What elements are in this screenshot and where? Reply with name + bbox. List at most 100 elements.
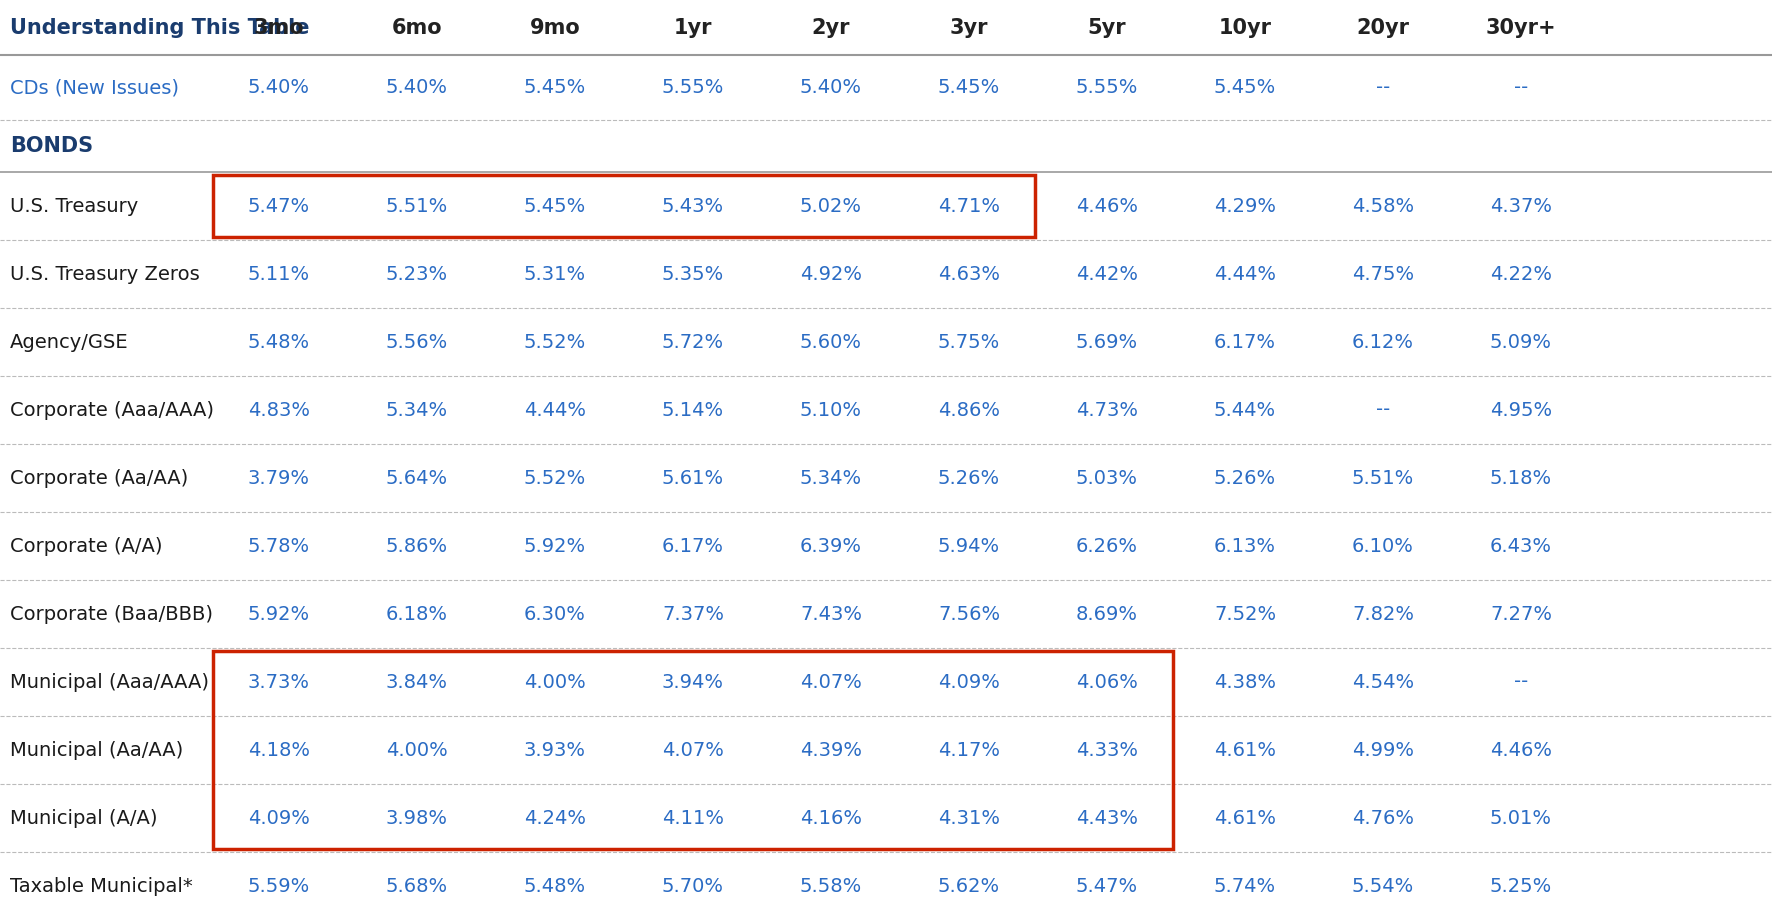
- Text: 4.07%: 4.07%: [663, 740, 725, 759]
- Text: 5.68%: 5.68%: [386, 877, 448, 896]
- Text: 4.22%: 4.22%: [1490, 265, 1552, 283]
- Text: 5.75%: 5.75%: [937, 333, 999, 352]
- Text: 3.79%: 3.79%: [248, 468, 310, 487]
- Text: 5.01%: 5.01%: [1490, 809, 1552, 827]
- Text: 5.09%: 5.09%: [1490, 333, 1552, 352]
- Text: 5.44%: 5.44%: [1214, 400, 1276, 420]
- Text: 5.23%: 5.23%: [386, 265, 448, 283]
- Text: --: --: [1375, 400, 1389, 420]
- Text: 4.17%: 4.17%: [937, 740, 999, 759]
- Text: 5.35%: 5.35%: [663, 265, 725, 283]
- Text: 3.73%: 3.73%: [248, 672, 310, 692]
- Text: 4.00%: 4.00%: [525, 672, 587, 692]
- Text: 6.17%: 6.17%: [1214, 333, 1276, 352]
- Text: 5.11%: 5.11%: [248, 265, 310, 283]
- Text: 4.39%: 4.39%: [799, 740, 861, 759]
- Text: 4.07%: 4.07%: [801, 672, 861, 692]
- Text: 4.38%: 4.38%: [1214, 672, 1276, 692]
- Text: 5.69%: 5.69%: [1076, 333, 1138, 352]
- Text: 6.30%: 6.30%: [525, 605, 587, 624]
- Text: Corporate (A/A): Corporate (A/A): [11, 537, 163, 555]
- Text: 4.58%: 4.58%: [1352, 197, 1414, 215]
- Text: BONDS: BONDS: [11, 136, 94, 156]
- Text: 4.46%: 4.46%: [1490, 740, 1552, 759]
- Text: 10yr: 10yr: [1219, 17, 1272, 38]
- Text: Agency/GSE: Agency/GSE: [11, 333, 129, 352]
- Text: 5.40%: 5.40%: [386, 78, 448, 97]
- Text: 8.69%: 8.69%: [1076, 605, 1138, 624]
- Text: 6.12%: 6.12%: [1352, 333, 1414, 352]
- Text: 5.31%: 5.31%: [525, 265, 587, 283]
- Text: 5.56%: 5.56%: [386, 333, 448, 352]
- Text: 7.52%: 7.52%: [1214, 605, 1276, 624]
- Text: 5.51%: 5.51%: [1352, 468, 1414, 487]
- Text: 3.93%: 3.93%: [525, 740, 587, 759]
- Text: 4.95%: 4.95%: [1490, 400, 1552, 420]
- Bar: [213, 651, 1173, 849]
- Text: 4.73%: 4.73%: [1076, 400, 1138, 420]
- Text: --: --: [1513, 78, 1527, 97]
- Text: 4.24%: 4.24%: [525, 809, 587, 827]
- Text: 4.31%: 4.31%: [937, 809, 999, 827]
- Text: 5.40%: 5.40%: [799, 78, 861, 97]
- Text: Municipal (Aa/AA): Municipal (Aa/AA): [11, 740, 183, 759]
- Text: 6.43%: 6.43%: [1490, 537, 1552, 555]
- Text: 4.00%: 4.00%: [386, 740, 448, 759]
- Text: 4.76%: 4.76%: [1352, 809, 1414, 827]
- Text: 9mo: 9mo: [530, 17, 581, 38]
- Text: 6.10%: 6.10%: [1352, 537, 1414, 555]
- Text: 7.27%: 7.27%: [1490, 605, 1552, 624]
- Text: 20yr: 20yr: [1357, 17, 1409, 38]
- Text: 4.61%: 4.61%: [1214, 740, 1276, 759]
- Text: CDs (New Issues): CDs (New Issues): [11, 78, 179, 97]
- Text: 5.40%: 5.40%: [248, 78, 310, 97]
- Text: 5.48%: 5.48%: [525, 877, 587, 896]
- Text: 5.55%: 5.55%: [1076, 78, 1138, 97]
- Text: 4.63%: 4.63%: [937, 265, 999, 283]
- Text: 5.34%: 5.34%: [386, 400, 448, 420]
- Text: 7.43%: 7.43%: [799, 605, 861, 624]
- Text: 6mo: 6mo: [392, 17, 443, 38]
- Text: 4.86%: 4.86%: [937, 400, 999, 420]
- Text: 5.48%: 5.48%: [248, 333, 310, 352]
- Text: 3mo: 3mo: [253, 17, 305, 38]
- Text: 6.39%: 6.39%: [799, 537, 861, 555]
- Text: 4.75%: 4.75%: [1352, 265, 1414, 283]
- Text: Understanding This Table: Understanding This Table: [11, 17, 310, 38]
- Text: 5.52%: 5.52%: [525, 468, 587, 487]
- Text: 5.78%: 5.78%: [248, 537, 310, 555]
- Text: 5.54%: 5.54%: [1352, 877, 1414, 896]
- Text: 5.03%: 5.03%: [1076, 468, 1138, 487]
- Text: 4.44%: 4.44%: [1214, 265, 1276, 283]
- Text: 5.45%: 5.45%: [937, 78, 999, 97]
- Text: 5.43%: 5.43%: [663, 197, 725, 215]
- Text: 5.92%: 5.92%: [248, 605, 310, 624]
- Text: 4.92%: 4.92%: [799, 265, 861, 283]
- Text: 7.82%: 7.82%: [1352, 605, 1414, 624]
- Text: 3.84%: 3.84%: [386, 672, 448, 692]
- Text: 4.33%: 4.33%: [1076, 740, 1138, 759]
- Text: Municipal (Aaa/AAA): Municipal (Aaa/AAA): [11, 672, 209, 692]
- Text: 7.37%: 7.37%: [663, 605, 725, 624]
- Text: 5.02%: 5.02%: [799, 197, 861, 215]
- Text: U.S. Treasury: U.S. Treasury: [11, 197, 138, 215]
- Text: 4.61%: 4.61%: [1214, 809, 1276, 827]
- Text: 4.83%: 4.83%: [248, 400, 310, 420]
- Text: 3.94%: 3.94%: [663, 672, 725, 692]
- Text: 5.25%: 5.25%: [1490, 877, 1552, 896]
- Text: 2yr: 2yr: [812, 17, 851, 38]
- Text: 4.54%: 4.54%: [1352, 672, 1414, 692]
- Text: Taxable Municipal*: Taxable Municipal*: [11, 877, 193, 896]
- Text: 4.42%: 4.42%: [1076, 265, 1138, 283]
- Text: 5.10%: 5.10%: [799, 400, 861, 420]
- Text: 5.86%: 5.86%: [386, 537, 448, 555]
- Text: 4.37%: 4.37%: [1490, 197, 1552, 215]
- Text: 5.72%: 5.72%: [663, 333, 725, 352]
- Text: 7.56%: 7.56%: [937, 605, 999, 624]
- Text: 5.45%: 5.45%: [525, 197, 587, 215]
- Text: 6.18%: 6.18%: [386, 605, 448, 624]
- Text: 4.09%: 4.09%: [248, 809, 310, 827]
- Text: 5.64%: 5.64%: [386, 468, 448, 487]
- Text: 5.14%: 5.14%: [663, 400, 725, 420]
- Text: 5.52%: 5.52%: [525, 333, 587, 352]
